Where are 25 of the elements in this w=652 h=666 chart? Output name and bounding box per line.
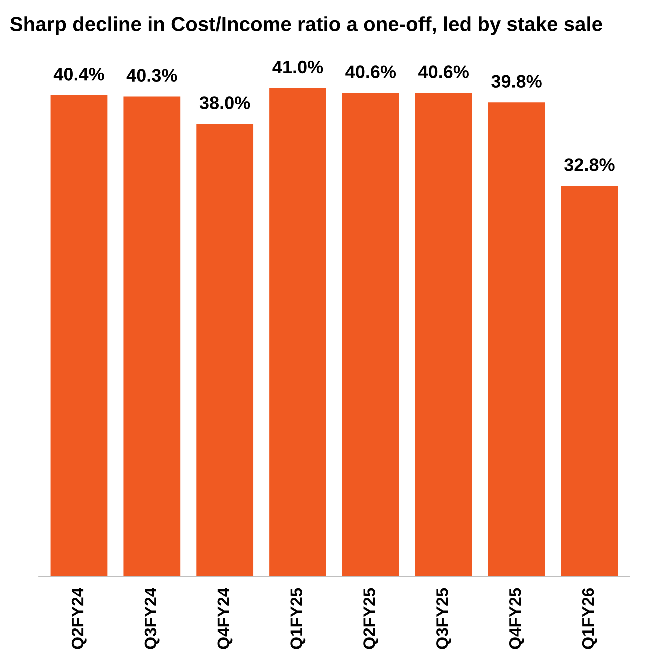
- x-tick-label: Q3FY24: [144, 588, 160, 650]
- x-tick-label: Q3FY25: [436, 588, 452, 650]
- bar: [415, 93, 472, 577]
- bar: [342, 93, 400, 577]
- bar: [488, 102, 546, 577]
- bar: [270, 88, 326, 577]
- data-label: 40.4%: [54, 68, 104, 81]
- x-tick-label: Q1FY25: [290, 588, 306, 650]
- x-tick-label: Q4FY25: [509, 588, 524, 650]
- bar: [561, 186, 618, 577]
- x-tick-label: Q2FY25: [364, 588, 379, 650]
- data-label: 38.0%: [200, 96, 250, 110]
- chart-title: Sharp decline in Cost/Income ratio a one-off, led by stake sale: [10, 16, 602, 36]
- data-label: 40.6%: [418, 66, 469, 78]
- data-label: 40.6%: [346, 66, 396, 78]
- x-tick-label: Q2FY24: [72, 588, 87, 650]
- data-label: 40.3%: [126, 69, 178, 82]
- data-label: 39.8%: [492, 75, 542, 88]
- bar: [124, 96, 181, 577]
- bar: [196, 124, 254, 577]
- data-label: 41.0%: [272, 60, 324, 74]
- bar: [50, 96, 108, 577]
- x-tick-label: Q4FY24: [218, 588, 233, 650]
- x-tick-label: Q1FY26: [582, 588, 598, 650]
- data-label: 32.8%: [564, 158, 615, 172]
